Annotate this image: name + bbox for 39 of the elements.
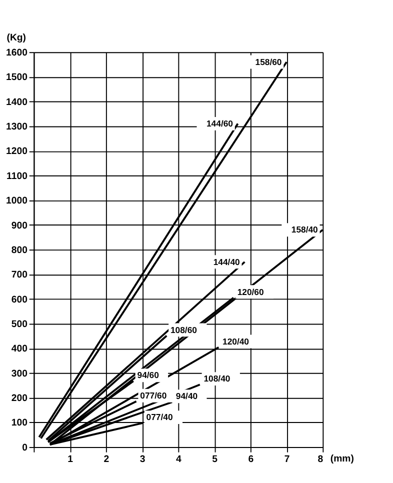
series-label: 077/40 — [146, 412, 173, 422]
y-tick-label: 800 — [11, 244, 28, 256]
y-tick-label: 600 — [11, 294, 28, 306]
series-label: 94/40 — [176, 391, 198, 402]
series-label: 108/40 — [204, 374, 230, 384]
series-label: 158/60 — [255, 56, 282, 67]
y-tick-label: 700 — [11, 270, 28, 281]
x-axis-title: (mm) — [330, 453, 354, 464]
x-tick-label: 6 — [248, 454, 254, 465]
y-tick-label: 1100 — [6, 170, 28, 182]
x-tick-label: 7 — [284, 454, 290, 465]
x-tick-label: 5 — [212, 454, 218, 465]
y-tick-label: 400 — [11, 344, 28, 355]
x-tick-label: 8 — [318, 454, 324, 465]
y-tick-label: 1300 — [6, 122, 28, 133]
y-tick-label: 500 — [11, 318, 28, 330]
series-label: 94/60 — [137, 370, 160, 380]
y-tick-label: 300 — [11, 368, 28, 380]
y-tick-label: 1400 — [6, 96, 28, 108]
series-label: 120/60 — [237, 286, 264, 297]
y-tick-label: 100 — [11, 418, 28, 429]
x-tick-label: 4 — [176, 454, 182, 465]
y-tick-label: 0 — [22, 442, 28, 454]
series-label: 108/60 — [170, 324, 198, 335]
y-tick-label: 1200 — [6, 146, 28, 158]
series-label: 144/60 — [206, 118, 234, 129]
y-tick-label: 1600 — [6, 47, 28, 58]
series-label: 120/40 — [222, 336, 250, 346]
series-label: 077/60 — [140, 390, 167, 400]
y-tick-label: 200 — [11, 393, 28, 404]
y-tick-label: 900 — [11, 220, 28, 232]
series-label: 158/40 — [291, 224, 318, 235]
y-tick-label: 1500 — [6, 72, 28, 84]
y-axis-title: (Kg) — [6, 32, 26, 44]
x-tick-label: 2 — [104, 454, 110, 465]
y-tick-label: 1000 — [6, 196, 28, 207]
x-tick-label: 1 — [68, 454, 74, 465]
x-tick-label: 3 — [140, 454, 146, 465]
series-label: 144/40 — [213, 256, 240, 267]
